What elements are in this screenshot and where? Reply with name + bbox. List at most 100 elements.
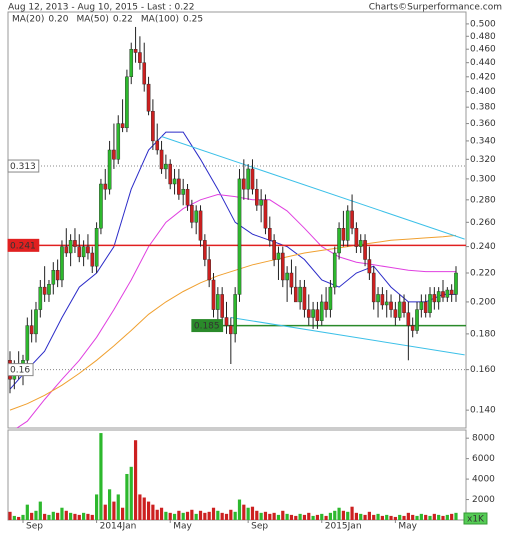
legend-value: 0.25: [183, 15, 203, 25]
volume-bar: [398, 514, 402, 520]
candle-body: [432, 294, 437, 303]
candle-body: [246, 168, 250, 190]
y-tick-label: 0.500: [470, 19, 496, 29]
candle-body: [81, 246, 86, 258]
volume-bar: [376, 513, 380, 520]
candle-body: [428, 294, 432, 313]
volume-bar: [237, 499, 242, 520]
volume-bar: [207, 511, 211, 520]
candle-body: [142, 62, 147, 85]
ma-line: [9, 234, 457, 411]
volume-bar: [112, 501, 116, 520]
candle-body: [402, 301, 406, 313]
source: Charts©Surperformance.com: [369, 3, 502, 13]
candle-body: [224, 317, 229, 326]
volume-bar: [415, 515, 419, 520]
volume-bar: [47, 514, 51, 520]
candle-body: [345, 210, 350, 241]
candle-body: [90, 252, 95, 267]
reference-label: 0.241: [10, 241, 36, 251]
volume-bar: [155, 509, 159, 520]
volume-bar: [198, 510, 203, 520]
candle-body: [380, 294, 385, 306]
volume-bar: [289, 514, 294, 520]
y-tick-label: 0.480: [470, 32, 496, 42]
volume-bar: [450, 513, 454, 520]
candle-body: [337, 228, 341, 254]
x-tick-label: May: [398, 522, 417, 532]
volume-bar: [203, 512, 207, 520]
candle-body: [172, 178, 177, 185]
candle-body: [259, 199, 263, 206]
volume-bar: [190, 509, 194, 520]
y-tick-label: 4000: [472, 475, 495, 485]
volume-bar: [34, 510, 38, 520]
volume-bar: [77, 514, 81, 520]
candle-body: [103, 183, 108, 190]
candle-body: [415, 309, 419, 331]
reference-label: 0.16: [10, 366, 30, 376]
volume-bar: [337, 507, 341, 520]
candle-body: [454, 272, 458, 295]
volume-bar: [172, 513, 177, 520]
y-tick-label: 0.240: [470, 242, 496, 252]
candle-body: [441, 291, 445, 298]
candle-body: [120, 123, 125, 129]
volume-bar: [95, 494, 99, 520]
reference-label-box: [7, 238, 40, 252]
candle-body: [367, 259, 372, 274]
volume-bar: [168, 512, 172, 520]
candle-body: [272, 240, 276, 260]
x-tick-label: Sep: [26, 522, 43, 532]
volume-bar: [194, 513, 198, 520]
volume-bar: [255, 510, 259, 520]
candle-body: [168, 163, 173, 185]
y-tick-label: 0.440: [470, 58, 496, 68]
ma-line: [16, 193, 456, 428]
y-tick-label: 0.140: [470, 406, 496, 416]
volume-bar: [56, 512, 60, 520]
volume-bar: [311, 515, 315, 520]
candle-body: [315, 309, 320, 321]
candle-body: [293, 286, 298, 303]
candle-body: [77, 246, 82, 258]
volume-bar: [263, 511, 268, 520]
candle-body: [116, 123, 121, 160]
volume-bar: [164, 511, 168, 520]
reference-label: 0.313: [10, 162, 36, 172]
candle-body: [51, 270, 56, 285]
candle-body: [276, 252, 281, 260]
volume-bar: [125, 473, 129, 520]
volume-bar: [437, 514, 441, 520]
volume-bar: [12, 515, 16, 520]
y-tick-label: 0.420: [470, 72, 496, 82]
volume-bar: [402, 515, 406, 520]
reference-label-box: [7, 159, 40, 173]
candle-body: [332, 252, 337, 288]
legend-name: MA(20): [12, 15, 44, 25]
unit-label: x1K: [467, 515, 485, 525]
candle-body: [211, 279, 216, 310]
candle-body: [129, 49, 134, 78]
volume-bar: [25, 504, 29, 520]
volume-bar: [38, 501, 42, 520]
y-tick-label: 0.160: [470, 365, 496, 375]
candle-body: [280, 252, 285, 281]
volume-bar: [30, 512, 34, 520]
volume-bar: [424, 514, 428, 520]
volume-bar: [328, 512, 333, 520]
reference-label-box: [7, 363, 34, 377]
volume-bar: [107, 489, 112, 520]
candle-body: [397, 301, 402, 318]
volume-bar: [51, 511, 55, 520]
y-tick-label: 0.360: [470, 119, 496, 129]
volume-bar: [242, 504, 246, 520]
candle-body: [181, 188, 186, 195]
candle-body: [207, 259, 211, 281]
candle-body: [445, 289, 450, 298]
legend-value: 0.22: [113, 15, 133, 25]
volume-bar: [259, 512, 263, 520]
candle-body: [125, 76, 129, 129]
x-tick-label: 2015Jan: [325, 522, 362, 532]
